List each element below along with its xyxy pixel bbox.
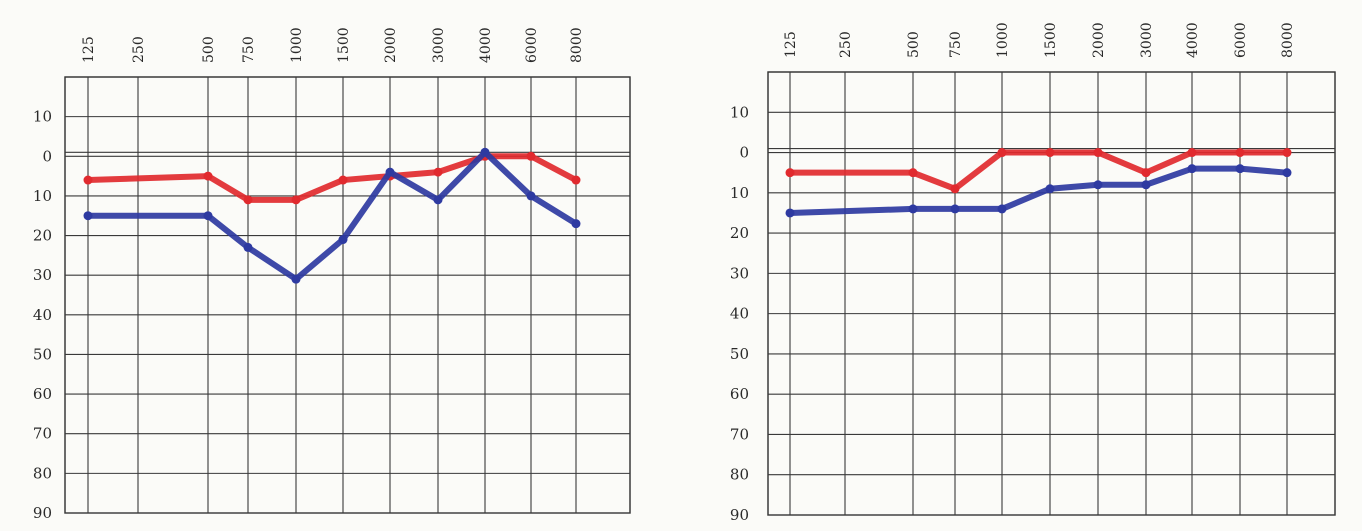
- x-tick-label: 3000: [1139, 22, 1155, 58]
- x-tick-label: 500: [906, 31, 922, 58]
- x-tick-label: 125: [81, 36, 97, 63]
- y-tick-label: 50: [730, 345, 749, 363]
- data-point-1: [83, 211, 93, 221]
- data-point-0: [1187, 148, 1197, 158]
- y-tick-label: 30: [33, 266, 52, 284]
- data-point-0: [291, 195, 301, 205]
- data-point-0: [1282, 148, 1292, 158]
- y-tick-label: 10: [730, 103, 749, 121]
- x-tick-label: 1500: [336, 27, 352, 63]
- data-point-1: [291, 274, 301, 284]
- data-point-1: [997, 204, 1007, 214]
- y-tick-label: 80: [33, 464, 52, 482]
- y-tick-label: 0: [42, 147, 52, 165]
- y-tick-label: 10: [730, 184, 749, 202]
- data-point-0: [83, 175, 93, 185]
- y-tick-label: 0: [739, 144, 749, 162]
- data-point-0: [1045, 148, 1055, 158]
- data-point-0: [526, 151, 536, 161]
- x-tick-label: 6000: [524, 27, 540, 63]
- data-point-0: [997, 148, 1007, 158]
- data-point-1: [571, 219, 581, 229]
- data-point-1: [243, 242, 253, 252]
- data-point-0: [243, 195, 253, 205]
- y-tick-label: 40: [33, 306, 52, 324]
- data-point-1: [433, 195, 443, 205]
- data-point-0: [785, 168, 795, 178]
- y-tick-label: 70: [730, 425, 749, 443]
- x-tick-label: 8000: [569, 27, 585, 63]
- x-tick-label: 125: [783, 31, 799, 58]
- data-point-0: [571, 175, 581, 185]
- x-tick-label: 6000: [1233, 22, 1249, 58]
- x-tick-label: 3000: [431, 27, 447, 63]
- data-point-1: [1282, 168, 1292, 178]
- data-point-1: [1235, 164, 1245, 174]
- data-point-0: [1141, 168, 1151, 178]
- audiogram-right: 10 0 10 20 30 40 50 60 70 80 90 125 250 500 750 1000 150…: [730, 22, 1336, 524]
- data-point-1: [385, 167, 395, 177]
- data-point-0: [338, 175, 348, 185]
- data-point-1: [338, 235, 348, 245]
- data-point-0: [1235, 148, 1245, 158]
- plot-frame: [767, 71, 1336, 516]
- audiogram-left: 10 0 10 20 30 40 50 60 70 80 90 125 250 500 750 1000 150…: [33, 27, 631, 522]
- data-point-0: [433, 167, 443, 177]
- x-tick-label: 2000: [1091, 22, 1107, 58]
- x-tick-label: 250: [131, 36, 147, 63]
- y-tick-label: 20: [730, 224, 749, 242]
- x-tick-label: 8000: [1280, 22, 1296, 58]
- x-tick-label: 1000: [289, 27, 305, 63]
- data-point-0: [203, 171, 213, 181]
- data-point-1: [1045, 184, 1055, 194]
- data-point-1: [480, 147, 490, 157]
- x-tick-label: 2000: [383, 27, 399, 63]
- data-point-1: [203, 211, 213, 221]
- y-tick-label: 10: [33, 108, 52, 126]
- data-point-1: [1187, 164, 1197, 174]
- plot-frame: [64, 76, 631, 514]
- y-tick-label: 40: [730, 305, 749, 323]
- y-tick-label: 80: [730, 466, 749, 484]
- series-line-0: [85, 153, 579, 203]
- y-tick-label: 90: [33, 504, 52, 522]
- x-tick-label: 750: [241, 36, 257, 63]
- data-point-1: [785, 208, 795, 218]
- x-tick-label: 250: [838, 31, 854, 58]
- x-tick-label: 4000: [478, 27, 494, 63]
- y-tick-label: 60: [33, 385, 52, 403]
- data-point-0: [908, 168, 918, 178]
- x-tick-label: 1500: [1043, 22, 1059, 58]
- y-tick-label: 70: [33, 425, 52, 443]
- data-point-1: [950, 204, 960, 214]
- y-tick-label: 90: [730, 506, 749, 524]
- y-tick-label: 10: [33, 187, 52, 205]
- data-point-1: [908, 204, 918, 214]
- data-point-0: [1093, 148, 1103, 158]
- y-tick-label: 50: [33, 345, 52, 363]
- x-tick-label: 500: [201, 36, 217, 63]
- data-point-0: [950, 184, 960, 194]
- series-line-0: [787, 149, 1290, 192]
- x-tick-label: 750: [948, 31, 964, 58]
- x-tick-label: 1000: [995, 22, 1011, 58]
- data-point-1: [526, 191, 536, 201]
- series-line-1: [85, 149, 579, 283]
- data-point-1: [1141, 180, 1151, 190]
- y-tick-label: 60: [730, 385, 749, 403]
- x-tick-label: 4000: [1185, 22, 1201, 58]
- y-tick-label: 30: [730, 264, 749, 282]
- y-tick-label: 20: [33, 227, 52, 245]
- series-line-1: [787, 165, 1290, 216]
- data-point-1: [1093, 180, 1103, 190]
